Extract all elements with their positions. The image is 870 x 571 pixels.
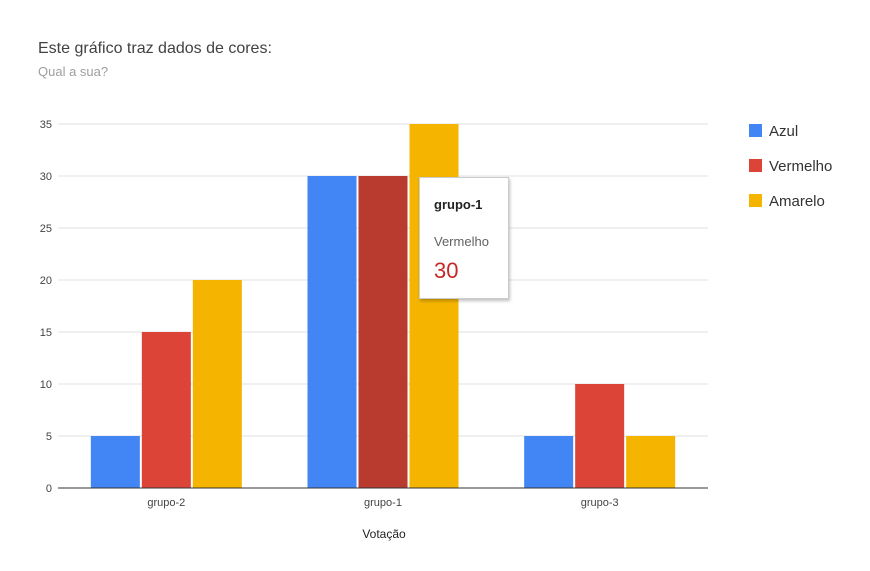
legend: Azul Vermelho Amarelo (749, 123, 832, 210)
y-tick-label: 20 (40, 275, 52, 287)
legend-swatch (749, 194, 762, 207)
x-tick-label: grupo-2 (147, 497, 185, 509)
y-tick-label: 5 (46, 431, 52, 443)
tooltip: grupo-1 Vermelho 30 (419, 177, 509, 299)
legend-item-amarelo[interactable]: Amarelo (749, 193, 825, 210)
bar-amarelo-grupo-3[interactable] (626, 436, 676, 488)
bar-amarelo-grupo-2[interactable] (192, 280, 242, 488)
bar-azul-grupo-3[interactable] (524, 436, 574, 488)
legend-swatch (749, 124, 762, 137)
x-tick-label: grupo-1 (364, 497, 402, 509)
legend-label: Vermelho (769, 158, 832, 175)
y-tick-label: 30 (40, 171, 52, 183)
legend-swatch (749, 159, 762, 172)
legend-label: Amarelo (769, 193, 825, 210)
y-axis-ticks: 0 5 10 15 20 25 30 35 (40, 119, 52, 495)
bar-vermelho-grupo-3[interactable] (575, 384, 625, 488)
bar-vermelho-grupo-2[interactable] (141, 332, 191, 488)
x-axis-ticks: grupo-2 grupo-1 grupo-3 (147, 497, 618, 509)
legend-item-vermelho[interactable]: Vermelho (749, 158, 832, 175)
y-tick-label: 0 (46, 483, 52, 495)
bar-azul-grupo-2[interactable] (90, 436, 140, 488)
y-tick-label: 15 (40, 327, 52, 339)
y-tick-label: 10 (40, 379, 52, 391)
x-tick-label: grupo-3 (581, 497, 619, 509)
tooltip-series: Vermelho (434, 234, 489, 249)
y-tick-label: 25 (40, 223, 52, 235)
bars (90, 124, 676, 488)
legend-label: Azul (769, 123, 798, 140)
bar-vermelho-grupo-1[interactable] (358, 176, 408, 488)
x-axis-label: Votação (362, 527, 406, 541)
y-tick-label: 35 (40, 119, 52, 131)
tooltip-value: 30 (434, 258, 459, 283)
bar-azul-grupo-1[interactable] (307, 176, 357, 488)
legend-item-azul[interactable]: Azul (749, 123, 798, 140)
tooltip-category: grupo-1 (434, 197, 483, 212)
chart-subtitle: Qual a sua? (38, 64, 109, 79)
chart-title: Este gráfico traz dados de cores: (38, 40, 272, 57)
